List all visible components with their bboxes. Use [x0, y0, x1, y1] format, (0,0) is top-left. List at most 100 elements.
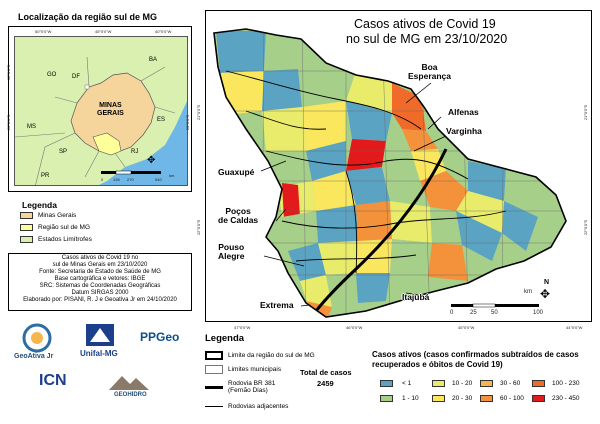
- north-arrow-icon: ✥: [540, 287, 551, 301]
- logo-geoativa: GeoAtiva Jr: [12, 322, 62, 366]
- main-map: Casos ativos de Covid 19 no sul de MG em…: [205, 10, 592, 322]
- city-guaxupe: Guaxupé: [218, 167, 255, 177]
- credits-line-5: SRC: Sistemas de Coordenadas Geográficas: [39, 283, 161, 289]
- class-label-lt1: < 1: [402, 380, 412, 387]
- inset-compass-icon: ✥: [147, 155, 156, 166]
- map-title-2: no sul de MG em 23/10/2020: [346, 32, 508, 46]
- inset-state-ba: BA: [149, 57, 158, 63]
- inset-state-ms: MS: [27, 124, 36, 130]
- inset-coord-top-3: 40°0'0"W: [155, 29, 172, 34]
- credits-line-6: Datum SIRGAS 2000: [71, 290, 129, 296]
- logo-geohidro-text: GEOHIDRO: [114, 392, 147, 398]
- city-pouso-alegre: Pouso Alegre: [218, 242, 245, 261]
- class-swatch-1-10: [380, 395, 393, 402]
- credits-line-1: Casos ativos de Covid 19 no: [61, 255, 139, 261]
- map-scale-100: 100: [533, 310, 544, 316]
- legend-region-limit-label: Limite da região do sul de MG: [228, 352, 315, 359]
- inset-coord-left-2: 20°0'0"S: [6, 114, 12, 131]
- map-coord-left-2: 22°0'0"S: [196, 219, 202, 236]
- map-coord-bottom-2: 46°0'0"W: [346, 325, 363, 330]
- inset-state-df: DF: [72, 74, 80, 80]
- inset-scale-135: 135: [113, 177, 120, 182]
- legend-swatch-sul: [20, 224, 33, 231]
- city-itajuba: Itajubá: [402, 292, 430, 302]
- credits-line-3: Fonte: Secretaria de Estado de Saúde de …: [39, 269, 161, 275]
- inset-state-es: ES: [157, 117, 166, 123]
- map-coord-left-1: 21°0'0"S: [196, 104, 202, 121]
- inset-state-rj: RJ: [131, 149, 139, 155]
- classes-title: Casos ativos (casos confirmados subtraíd…: [372, 350, 579, 369]
- inset-coord-right-1: 20°0'0"S: [185, 114, 191, 131]
- legend-swatch-mg: [20, 212, 33, 219]
- class-label-100-230: 100 - 230: [552, 380, 580, 387]
- map-coord-right-2: 22°0'0"S: [583, 219, 589, 236]
- map-coord-bottom-4: 44°0'0"W: [566, 325, 583, 330]
- map-scale-50: 50: [491, 310, 498, 316]
- inset-scale-540: 540: [155, 177, 162, 182]
- map-scale-unit: km: [524, 289, 532, 295]
- class-swatch-30-60: [480, 380, 493, 387]
- inset-map-svg: [14, 36, 188, 186]
- logo-ppgeo: PPGeo: [140, 330, 195, 360]
- map-coord-bottom-3: 45°0'0"W: [458, 325, 475, 330]
- class-label-20-30: 20 - 30: [452, 395, 473, 402]
- inset-scale-bar: [101, 170, 161, 175]
- class-label-30-60: 30 - 60: [500, 380, 521, 387]
- legend-municipal-label: Limites municipais: [228, 366, 282, 373]
- logo-icn: ICN: [35, 370, 85, 410]
- legend-roads-line: [205, 406, 223, 407]
- city-boa-esperanca: Boa Esperança: [408, 62, 451, 81]
- inset-state-pr: PR: [41, 173, 50, 179]
- map-coord-right-1: 21°0'0"S: [583, 104, 589, 121]
- class-swatch-60-100: [480, 395, 493, 402]
- legend-region-limit-swatch: [205, 351, 223, 360]
- class-swatch-100-230: [532, 380, 545, 387]
- legend-municipal-swatch: [205, 365, 223, 374]
- credits-box: Casos ativos de Covid 19 no sul de Minas…: [8, 253, 192, 311]
- inset-title: Localização da região sul de MG: [18, 12, 158, 22]
- inset-coord-top-2: 45°0'0"W: [95, 29, 112, 34]
- inset-scale-0: 0: [101, 177, 104, 182]
- city-alfenas: Alfenas: [448, 107, 479, 117]
- inset-scale-270: 270: [127, 177, 134, 182]
- logo-ppgeo-text: PPGeo: [140, 330, 180, 344]
- class-label-60-100: 60 - 100: [500, 395, 524, 402]
- legend-label-mg: Minas Gerais: [38, 212, 77, 219]
- map-scale-25: 25: [470, 310, 477, 316]
- legend-br381-label: Rodovia BR 381 (Fernão Dias): [228, 380, 276, 394]
- total-cases-value: 2459: [317, 379, 334, 388]
- logo-icn-text: ICN: [39, 372, 67, 389]
- logo-unifal: Unifal-MG: [80, 322, 130, 366]
- inset-state-go: GO: [47, 72, 57, 78]
- class-label-230-450: 230 - 450: [552, 395, 580, 402]
- legend-swatch-limitrofes: [20, 236, 33, 243]
- logo-geoativa-text: GeoAtiva Jr: [14, 353, 54, 360]
- inset-map: 50°0'0"W 45°0'0"W 40°0'0"W GO DF BA MS E…: [8, 26, 192, 192]
- inset-state-sp: SP: [59, 149, 68, 155]
- legend-label-limitrofes: Estados Limítrofes: [38, 236, 92, 243]
- class-swatch-10-20: [432, 380, 445, 387]
- legend-roads-label: Rodovias adjacentes: [228, 403, 289, 410]
- map-coord-bottom-1: 47°0'0"W: [234, 325, 251, 330]
- city-pocos-de-caldas: Poços de Caldas: [218, 206, 259, 225]
- total-cases-label: Total de casos: [300, 368, 352, 377]
- inset-coord-top-1: 50°0'0"W: [35, 29, 52, 34]
- class-swatch-230-450: [532, 395, 545, 402]
- legend-br381-line: [205, 386, 223, 389]
- class-label-10-20: 10 - 20: [452, 380, 473, 387]
- north-label: N: [544, 279, 550, 286]
- main-map-svg: [213, 28, 567, 318]
- map-scale-0: 0: [450, 310, 454, 316]
- class-label-1-10: 1 - 10: [402, 395, 419, 402]
- credits-line-4: Base cartográfica e vetores: IBGE: [54, 276, 146, 282]
- left-legend-title: Legenda: [22, 200, 57, 210]
- city-extrema: Extrema: [260, 300, 294, 310]
- class-swatch-20-30: [432, 395, 445, 402]
- logo-unifal-text: Unifal-MG: [80, 349, 118, 358]
- logo-geohidro: GEOHIDRO: [104, 372, 164, 412]
- inset-scale-unit: km: [169, 173, 175, 178]
- inset-coord-left-1: 15°0'0"S: [6, 64, 12, 81]
- bottom-legend-title: Legenda: [205, 333, 245, 344]
- city-varginha: Varginha: [446, 126, 482, 136]
- legend-label-sul: Região sul de MG: [38, 224, 91, 231]
